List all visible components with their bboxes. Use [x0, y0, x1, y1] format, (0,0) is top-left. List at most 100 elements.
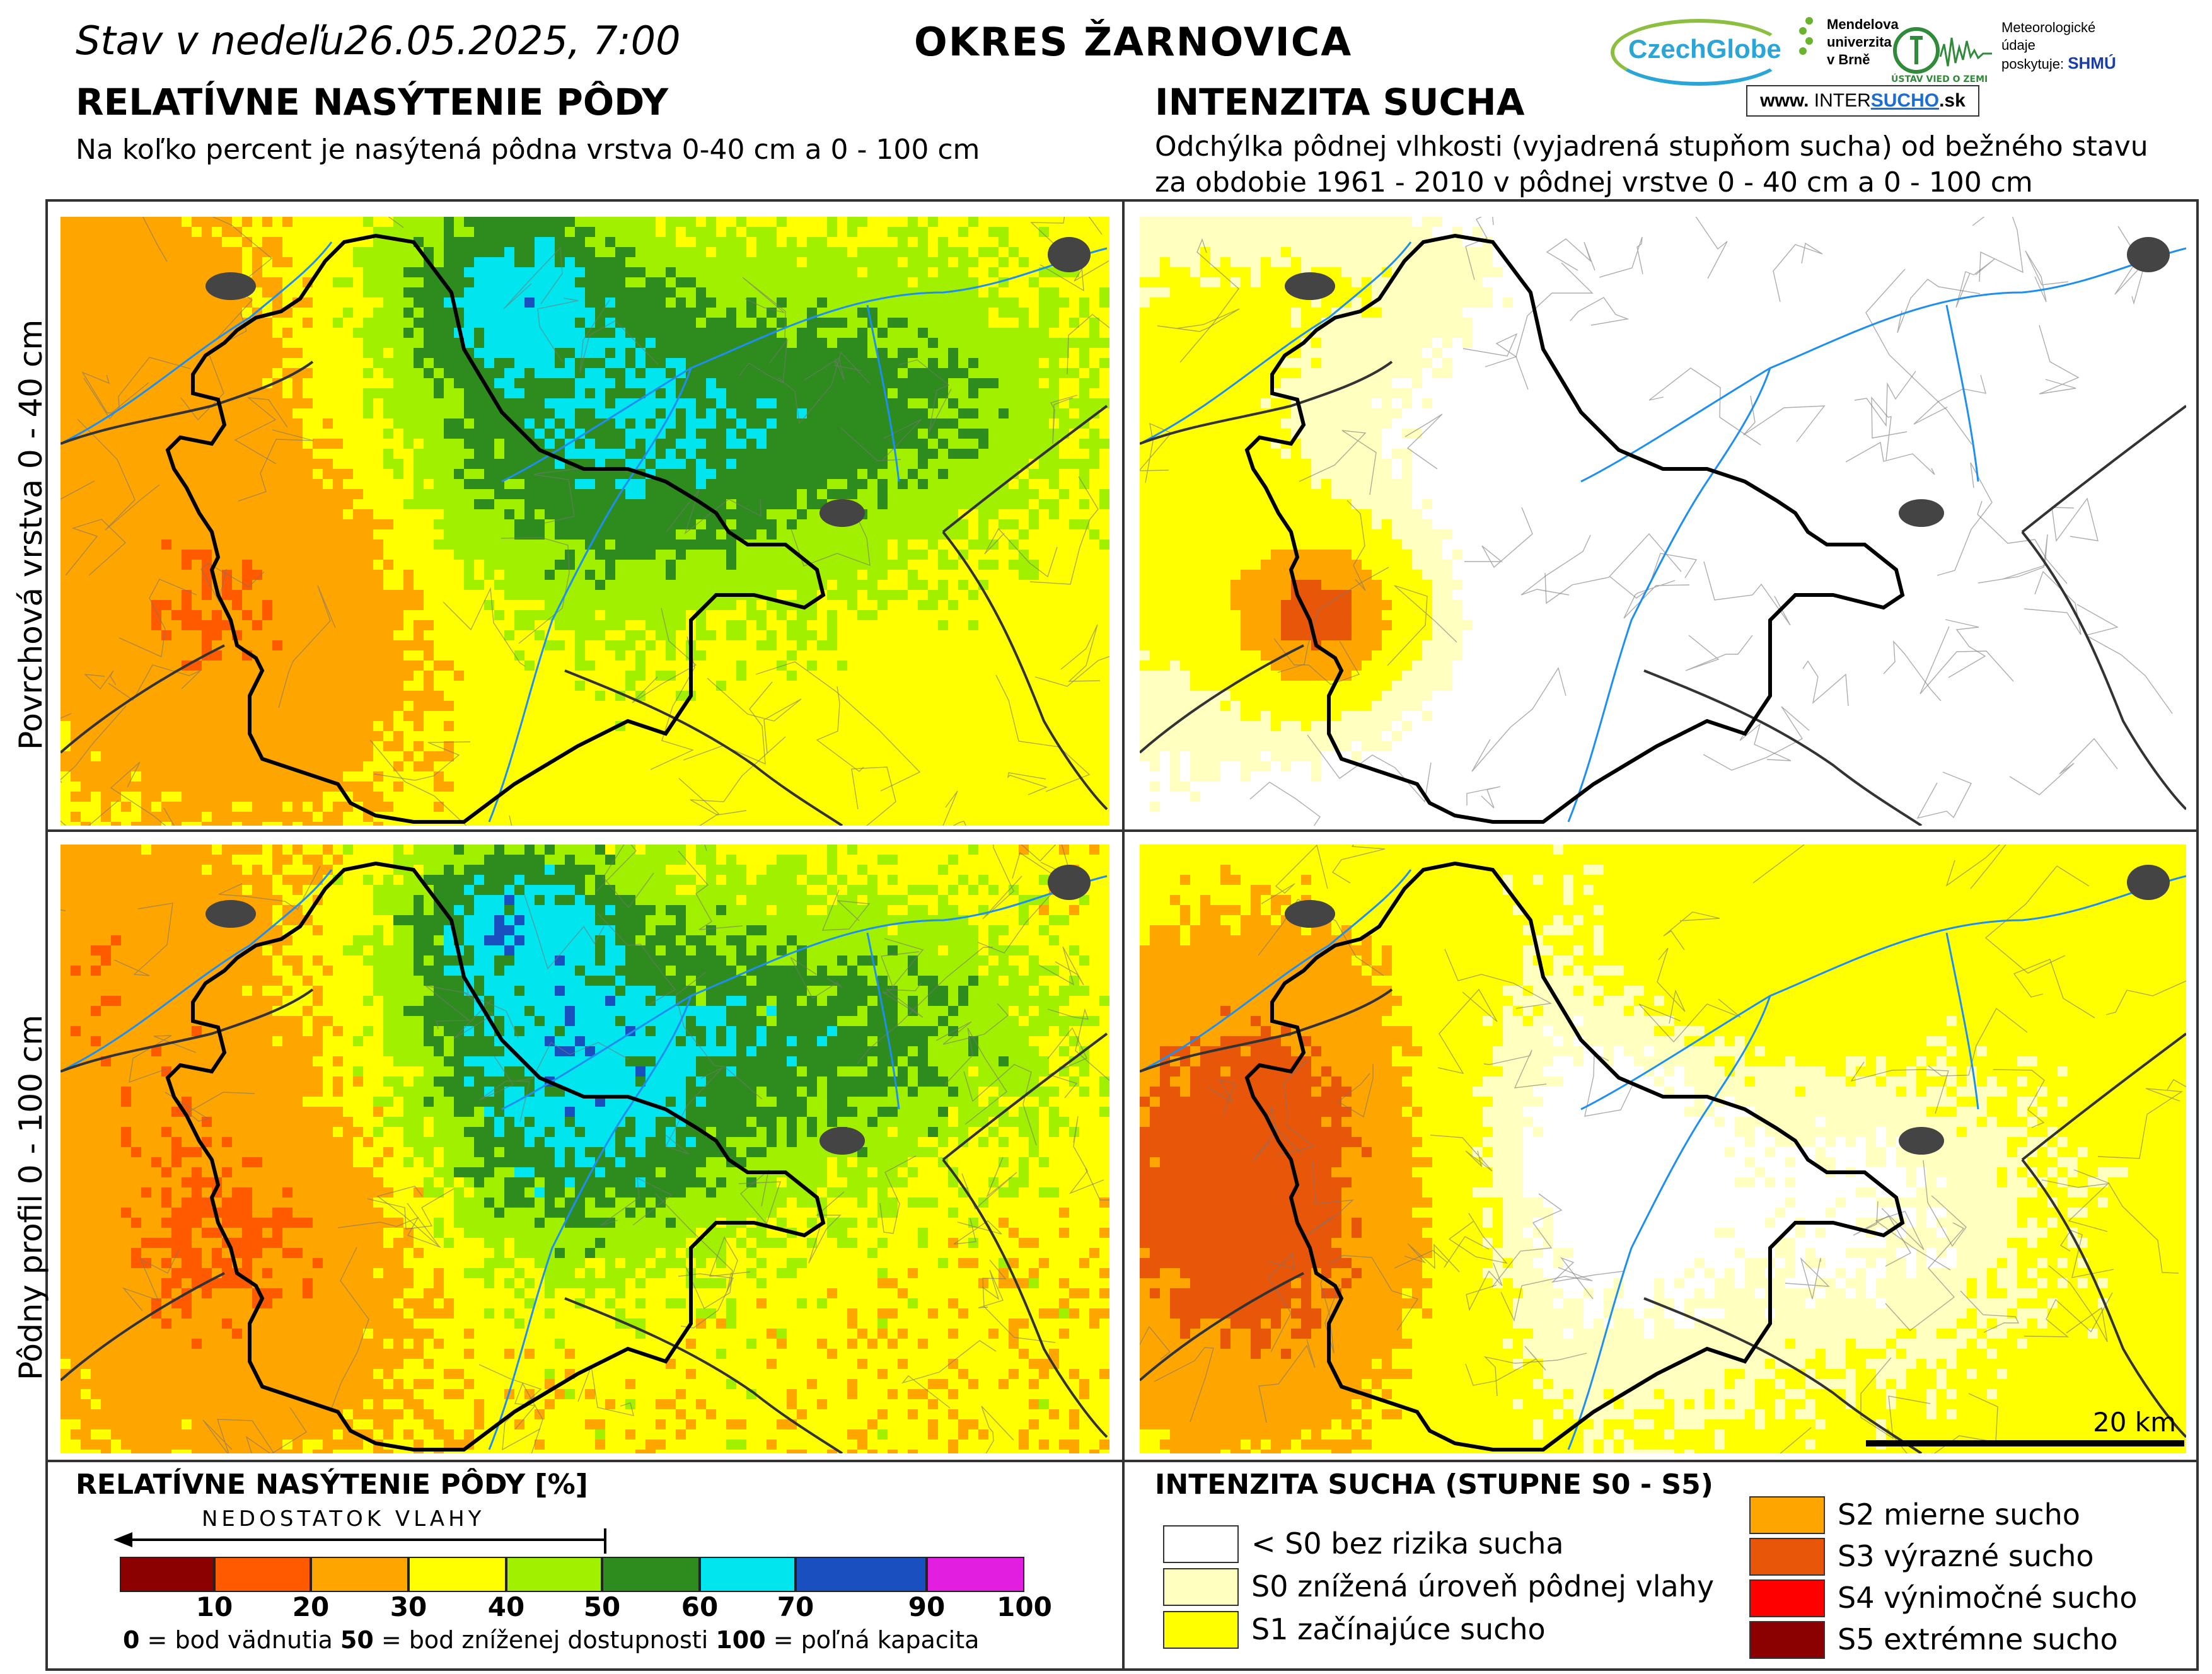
stream-line: [1500, 1267, 1593, 1322]
stream-line: [1034, 655, 1109, 687]
stream-line: [425, 984, 470, 1030]
stream-line: [2024, 1292, 2113, 1337]
stream-line: [1887, 1393, 1998, 1453]
stream-line: [2073, 1169, 2179, 1274]
stream-line: [1923, 1160, 1967, 1247]
river-line: [866, 304, 900, 482]
stream-line: [707, 678, 802, 754]
note-50-text: = bod zníženej dostupnosti: [374, 1626, 716, 1654]
region-border: [61, 988, 314, 1073]
mendel-university-logo: Mendelova univerzita v Brně: [1797, 16, 1899, 69]
stream-line: [984, 528, 1058, 578]
intersucho-www: www.: [1760, 90, 1809, 111]
stream-line: [369, 739, 512, 826]
district-border: [1244, 861, 1905, 1452]
intersucho-inter: INTER: [1814, 90, 1871, 111]
town-area: [1899, 1127, 1944, 1155]
frame-divider-vertical: [1122, 199, 1125, 1671]
colorbar-tick-label: 50: [584, 1591, 620, 1622]
stream-line: [1444, 949, 1553, 1009]
legend-drought-title: INTENZITA SUCHA (STUPNE S0 - S5): [1155, 1469, 1713, 1501]
region-border: [61, 361, 314, 445]
town-area: [2127, 237, 2170, 272]
stream-line: [1140, 1325, 1171, 1360]
stream-line: [683, 681, 773, 765]
region-border: [942, 1158, 1108, 1438]
stream-line: [597, 913, 676, 1006]
river-line: [488, 995, 692, 1450]
stream-line: [804, 357, 862, 381]
stream-line: [119, 579, 197, 658]
stream-line: [212, 217, 273, 340]
stream-line: [84, 670, 117, 690]
date-line: Stav v nedeľu26.05.2025, 7:00: [76, 18, 681, 64]
ugv-logo-text: ÚSTAV VIED O ZEMI: [1891, 74, 1988, 84]
stream-line: [2039, 325, 2080, 395]
region-border: [1140, 988, 1393, 1073]
intersucho-link[interactable]: www. INTERSUCHO.sk: [1746, 85, 1979, 117]
stream-line: [1038, 946, 1084, 986]
stream-line: [882, 982, 924, 1018]
river-line: [61, 869, 333, 1073]
river-line: [1580, 875, 2186, 1111]
stream-line: [1570, 297, 1630, 326]
legend-label: S5 extrémne sucho: [1838, 1622, 2118, 1656]
river-line: [501, 875, 1108, 1111]
map-raster: [61, 217, 1109, 826]
stream-line: [1261, 845, 1328, 904]
stream-line: [1007, 772, 1048, 795]
stream-line: [898, 359, 952, 432]
map-drought-topsoil[interactable]: [1140, 217, 2186, 826]
stream-line: [1085, 1168, 1109, 1201]
stream-line: [851, 766, 896, 826]
stream-line: [1387, 585, 1457, 666]
town-area: [819, 1127, 865, 1155]
right-panel-subtitle-2: za obdobie 1961 - 2010 v pôdnej vrstve 0…: [1155, 165, 2033, 200]
river-line: [501, 247, 1108, 483]
region-border: [564, 1297, 843, 1453]
stream-line: [1249, 782, 1321, 826]
town-area: [206, 900, 256, 928]
legend-arrow-label: NEDOSTATOK VLAHY: [202, 1506, 485, 1532]
stream-line: [1972, 217, 2024, 282]
legend-swatch: [1749, 1621, 1825, 1659]
region-border: [2021, 1158, 2186, 1438]
stream-line: [479, 1056, 530, 1123]
stream-line: [77, 418, 160, 531]
stream-line: [81, 371, 149, 413]
town-area: [206, 272, 256, 300]
map-saturation-topsoil[interactable]: [61, 217, 1109, 826]
map-raster: [1140, 217, 2186, 826]
stream-line: [1047, 1008, 1109, 1082]
stream-line: [577, 1365, 634, 1416]
stream-line: [1047, 1027, 1087, 1099]
stream-line: [1955, 258, 1995, 308]
stream-line: [879, 1155, 917, 1234]
legend-label: < S0 bez rizika sucha: [1251, 1527, 1564, 1561]
row-label-top: Povrchová vrstva 0 - 40 cm: [13, 320, 49, 750]
colorbar-cell: [408, 1557, 506, 1592]
stream-line: [1154, 1347, 1214, 1423]
stream-line: [678, 778, 720, 826]
stream-line: [514, 1382, 543, 1453]
stream-line: [376, 1186, 440, 1247]
stream-line: [1466, 786, 1501, 809]
stream-line: [857, 947, 993, 1065]
stream-line: [1648, 367, 1761, 446]
right-panel-subtitle-1: Odchýlka pôdnej vlhkosti (vyjadrená stup…: [1155, 129, 2148, 165]
legend-saturation-note: 0 = bod vädnutia 50 = bod zníženej dostu…: [123, 1626, 979, 1654]
colorbar-tick-label: 30: [390, 1591, 427, 1622]
czechglobe-logo-text: CzechGlobe: [1628, 34, 1781, 64]
map-drought-profile[interactable]: [1140, 845, 2186, 1453]
map-svg: [61, 845, 1109, 1453]
stream-line: [579, 299, 659, 374]
stream-line: [533, 468, 582, 524]
town-area: [2127, 865, 2170, 900]
stream-line: [1875, 1208, 1951, 1271]
stream-line: [1609, 553, 1698, 599]
stream-line: [1663, 911, 1720, 950]
stream-line: [2013, 959, 2095, 1019]
map-saturation-profile[interactable]: [61, 845, 1109, 1453]
stream-line: [1483, 1353, 1587, 1397]
stream-line: [942, 790, 966, 826]
